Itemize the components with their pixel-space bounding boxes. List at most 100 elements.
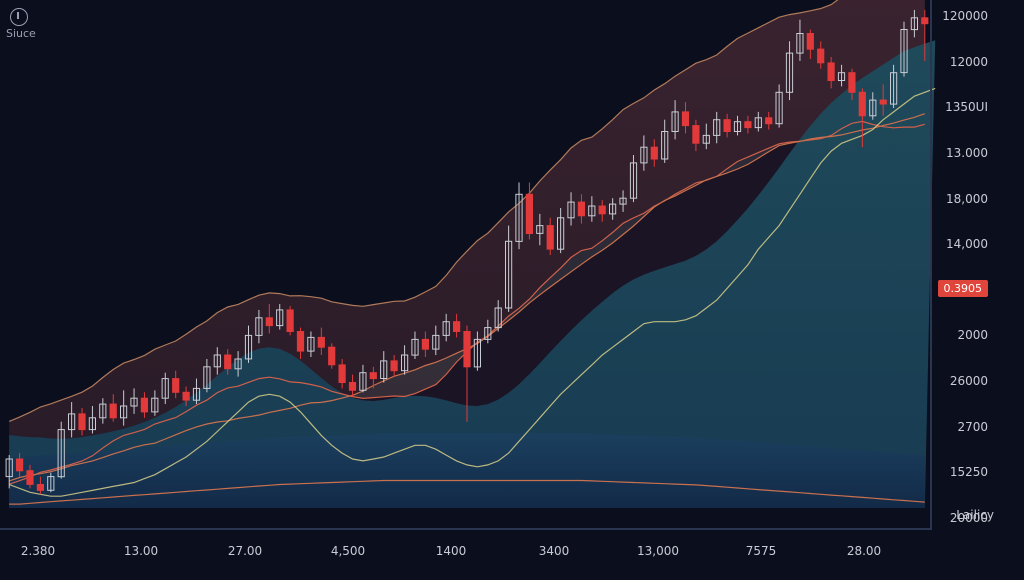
candle-body [380, 360, 388, 379]
candle [463, 325, 471, 422]
candle-body [130, 397, 138, 407]
candle [182, 386, 190, 407]
candle [567, 192, 575, 226]
candle-body [338, 364, 346, 383]
candle-body [900, 29, 908, 74]
candle-body [629, 162, 638, 199]
candle-body [609, 203, 617, 215]
x-tick-label: 27.00 [227, 544, 263, 558]
candle [609, 198, 617, 220]
candle-body [265, 317, 273, 327]
y-tick-label: 18,000 [946, 192, 988, 206]
candle [692, 119, 700, 152]
candle [796, 19, 804, 61]
candle [484, 319, 492, 344]
deep-line [9, 479, 925, 505]
candle-body [5, 458, 13, 478]
candle [765, 111, 773, 130]
candle-body [328, 346, 336, 366]
candle [681, 102, 690, 134]
candle [88, 406, 97, 434]
candle [723, 113, 731, 138]
candle-body [661, 131, 669, 160]
candle [619, 190, 627, 212]
candle [629, 155, 638, 203]
candle-body [99, 403, 107, 419]
y-tick-label: 13.000 [946, 146, 988, 160]
x-tick-label: 1400 [435, 544, 467, 558]
candle-body [692, 125, 700, 144]
candle [442, 313, 450, 342]
candle [130, 388, 138, 414]
candle-body [723, 119, 731, 132]
candle [640, 135, 648, 171]
candle-body [536, 225, 544, 234]
candle [224, 349, 232, 375]
candle [328, 343, 336, 369]
candle [338, 358, 346, 389]
candle-body [577, 201, 585, 217]
candle-body [619, 197, 627, 205]
candle [276, 304, 284, 330]
candle-body [733, 121, 742, 132]
candlesticks [5, 9, 929, 495]
candle [380, 351, 388, 383]
x-tick-label: 13.00 [123, 544, 159, 558]
candle-body [26, 470, 34, 485]
candle-body [671, 111, 679, 133]
candle [921, 9, 929, 61]
candle [99, 398, 107, 424]
candle-body [910, 17, 918, 31]
candle [744, 115, 752, 134]
candle [348, 374, 357, 397]
candle [369, 366, 377, 389]
candle [359, 364, 367, 393]
candle [109, 394, 117, 422]
candle-body [255, 317, 263, 336]
candle-body [161, 378, 169, 399]
candle [234, 351, 242, 377]
candle-body [848, 72, 856, 93]
candle-body [421, 338, 429, 350]
x-tick-label: 28.00 [846, 544, 882, 558]
candle-body [713, 119, 721, 136]
candle [151, 390, 159, 416]
teal-area-fill [9, 40, 936, 509]
candle [879, 84, 887, 116]
candle [172, 370, 180, 399]
y-tick-label: 20000 [949, 511, 988, 525]
candle-body [16, 458, 24, 472]
candle [671, 100, 679, 140]
candle-body [505, 240, 513, 309]
candle-body [453, 321, 461, 333]
candle-body [702, 134, 710, 144]
candle-body [681, 111, 690, 127]
candle [36, 476, 44, 495]
candle [858, 88, 866, 148]
candle-body [203, 366, 211, 389]
candle-body [754, 117, 762, 129]
candle [837, 64, 846, 87]
candle [265, 304, 273, 334]
candle-body [921, 17, 929, 25]
candle-body [369, 372, 377, 380]
candle-body [213, 354, 221, 368]
candle [390, 355, 398, 377]
candle [161, 372, 169, 405]
candle [5, 455, 13, 489]
candle-body [588, 205, 596, 217]
candle [577, 194, 585, 224]
candle-body [348, 382, 357, 391]
candle-body [765, 117, 773, 125]
x-tick-label: 4,500 [330, 544, 366, 558]
candle-body [182, 391, 190, 401]
candle-body [172, 378, 180, 393]
candle-body [827, 62, 835, 82]
x-tick-label: 13,000 [637, 544, 679, 558]
candle [401, 345, 409, 375]
candle [120, 390, 128, 426]
y-tick-label: 26000 [949, 374, 988, 388]
candle-body [68, 413, 76, 431]
